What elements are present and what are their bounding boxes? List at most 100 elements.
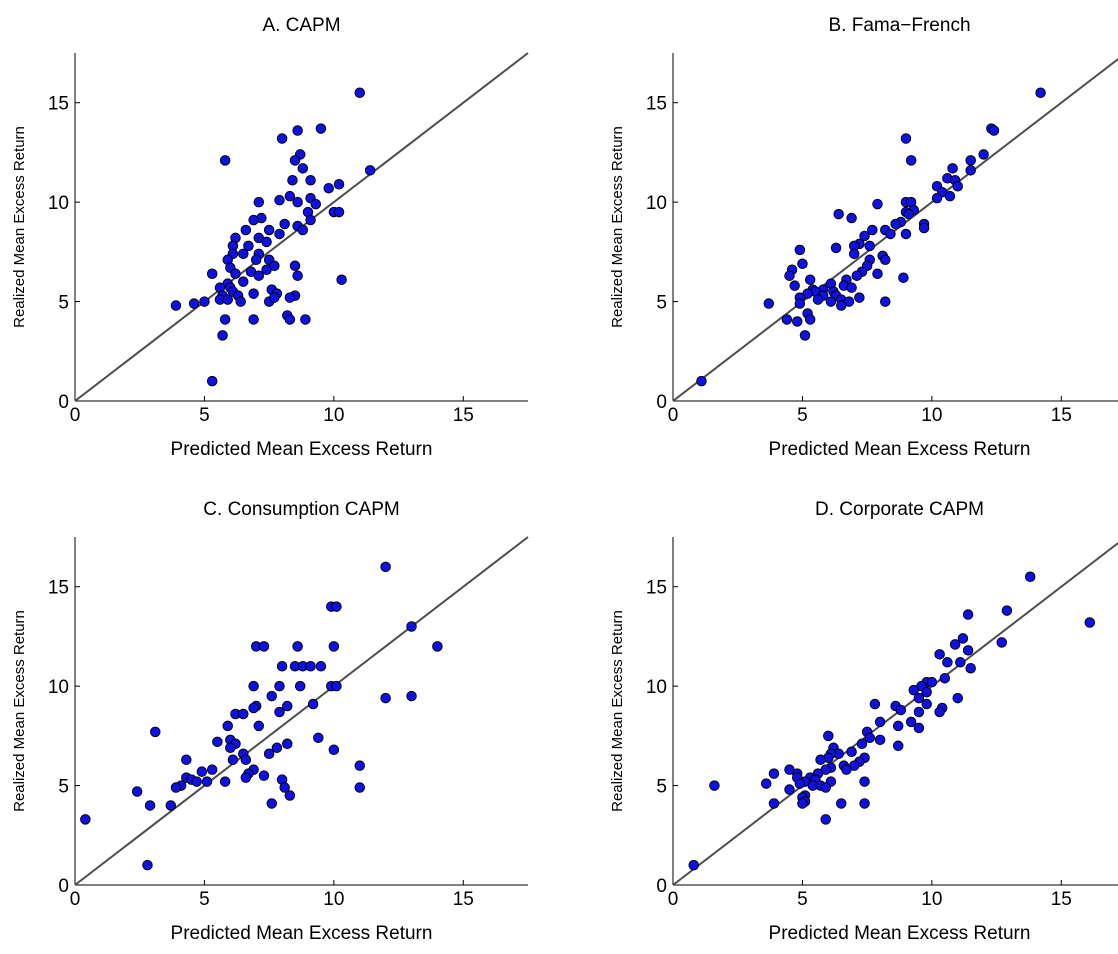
- data-point: [905, 716, 917, 728]
- data-point: [789, 280, 800, 291]
- data-point: [949, 639, 961, 650]
- data-point: [797, 258, 808, 270]
- data-point: [328, 641, 340, 652]
- data-point: [709, 780, 720, 791]
- data-point: [867, 224, 878, 236]
- x-tick-label: 10: [921, 405, 942, 426]
- data-point: [170, 300, 182, 311]
- data-point: [965, 662, 976, 674]
- data-point: [292, 641, 303, 652]
- x-tick-label: 5: [199, 405, 210, 426]
- data-point: [965, 155, 976, 166]
- data-point: [931, 192, 943, 204]
- x-tick-label: 5: [199, 889, 210, 910]
- data-point: [799, 330, 811, 341]
- x-tick-label: 0: [70, 889, 81, 910]
- y-tick-label: 0: [58, 876, 69, 897]
- data-point: [815, 754, 826, 765]
- data-point: [918, 222, 930, 234]
- data-point: [792, 316, 803, 327]
- data-point: [294, 680, 306, 692]
- data-point: [222, 720, 233, 732]
- data-point: [250, 254, 262, 266]
- data-point: [331, 680, 342, 692]
- data-point: [898, 272, 909, 283]
- data-point: [962, 645, 974, 656]
- data-point: [781, 314, 793, 325]
- data-point: [131, 786, 143, 797]
- data-point: [900, 133, 912, 144]
- y-tick-label: 5: [58, 293, 69, 314]
- data-point: [284, 790, 296, 801]
- x-tick-label: 0: [70, 405, 81, 426]
- data-point: [279, 218, 290, 230]
- x-tick-label: 5: [797, 405, 808, 426]
- data-point: [206, 375, 218, 387]
- data-point: [331, 601, 342, 612]
- chart-title: D. Corporate CAPM: [815, 499, 984, 520]
- data-point: [328, 744, 340, 756]
- data-point: [354, 760, 365, 771]
- y-tick-label: 10: [646, 677, 667, 698]
- data-point: [825, 296, 837, 307]
- data-point: [201, 776, 213, 787]
- x-tick-label: 15: [1051, 889, 1072, 910]
- data-point: [279, 782, 290, 793]
- data-point: [225, 742, 236, 754]
- y-tick-label: 15: [48, 94, 69, 115]
- data-point: [323, 182, 334, 194]
- data-point: [274, 680, 285, 692]
- data-point: [191, 776, 202, 787]
- data-point: [188, 298, 200, 309]
- data-point: [955, 657, 966, 668]
- data-point: [276, 133, 288, 144]
- data-point: [269, 292, 280, 303]
- data-point: [763, 298, 775, 309]
- data-point: [406, 690, 417, 702]
- y-axis-label: Realized Mean Excess Return: [609, 126, 626, 328]
- data-point: [274, 194, 285, 206]
- data-point: [962, 609, 974, 620]
- data-point: [794, 244, 806, 256]
- data-point: [248, 288, 259, 299]
- data-point: [784, 784, 795, 795]
- data-point: [1001, 605, 1013, 616]
- chart-title: B. Fama−French: [828, 15, 970, 36]
- data-point: [846, 282, 857, 293]
- data-point: [271, 742, 283, 754]
- panel-corporate-capm: D. Corporate CAPM 0 5 10 15 0 5 10 15 Predicted M…: [598, 484, 1118, 954]
- x-axis-label: Predicted Mean Excess Return: [769, 439, 1031, 460]
- data-point: [238, 276, 249, 287]
- data-point: [248, 214, 259, 226]
- chart-svg: D. Corporate CAPM 0 5 10 15 0 5 10 15 Predicted M…: [609, 499, 1118, 944]
- y-tick-label: 10: [48, 677, 69, 698]
- data-point: [289, 155, 301, 166]
- y-tick-label: 10: [48, 193, 69, 214]
- data-point: [282, 738, 293, 750]
- data-point: [333, 178, 345, 190]
- data-point: [900, 228, 912, 240]
- data-point: [880, 296, 891, 307]
- x-tick-label: 0: [668, 405, 679, 426]
- data-point: [305, 175, 316, 186]
- data-point: [261, 264, 272, 276]
- data-point: [833, 208, 844, 220]
- data-point: [263, 748, 275, 760]
- x-tick-label: 15: [453, 405, 474, 426]
- x-tick-label: 15: [453, 889, 474, 910]
- data-point: [258, 770, 270, 781]
- x-axis-label: Predicted Mean Excess Return: [171, 923, 433, 944]
- data-point: [903, 208, 914, 220]
- data-point: [846, 746, 857, 758]
- data-point: [230, 268, 241, 279]
- panel-consumption-capm: C. Consumption CAPM 0 5 10 15 0 5 10 15 Predicted…: [0, 484, 560, 954]
- y-tick-label: 15: [646, 578, 667, 599]
- data-point: [212, 736, 223, 748]
- data-point: [253, 196, 265, 208]
- data-point: [851, 270, 863, 281]
- data-point: [297, 163, 309, 174]
- data-point: [939, 672, 951, 684]
- data-point: [266, 690, 277, 702]
- data-point: [794, 778, 806, 789]
- x-tick-label: 10: [323, 405, 344, 426]
